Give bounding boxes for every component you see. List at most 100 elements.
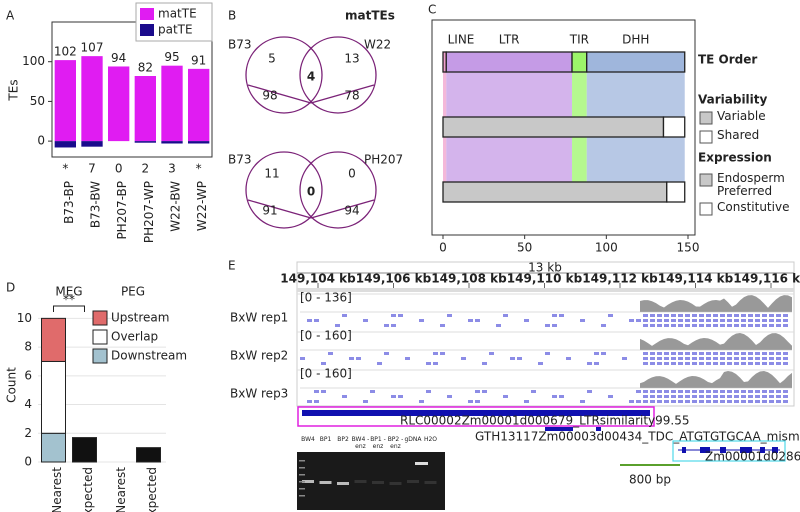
read (755, 319, 760, 322)
read (734, 400, 739, 403)
read (608, 395, 613, 398)
read (426, 390, 431, 393)
value-label: 107 (81, 41, 104, 55)
read (629, 319, 634, 322)
read (496, 324, 501, 327)
read (699, 400, 704, 403)
ruler-bar (297, 288, 794, 292)
read (601, 352, 606, 355)
read (643, 314, 648, 317)
read (769, 324, 774, 327)
y-tick-label: 4 (24, 397, 32, 411)
read (314, 400, 319, 403)
read (734, 395, 739, 398)
read (734, 352, 739, 355)
read (678, 314, 683, 317)
feature (596, 427, 601, 431)
read (363, 319, 368, 322)
read (727, 362, 732, 365)
count: 4 (307, 70, 315, 84)
read (755, 314, 760, 317)
read (643, 324, 648, 327)
gene-label: Zm00001d028623_T001 (705, 450, 800, 464)
set-label: B73 (228, 38, 252, 52)
count: 0 (307, 185, 315, 199)
read (769, 352, 774, 355)
legend-swatch (140, 8, 154, 20)
read (391, 314, 396, 317)
x-tick-label: W22-BW (169, 181, 183, 232)
read (783, 319, 788, 322)
annotation: 0 (115, 162, 123, 176)
read (678, 352, 683, 355)
count: 94 (344, 204, 359, 218)
read (475, 319, 480, 322)
gel-band (407, 480, 419, 483)
read (699, 319, 704, 322)
read (419, 319, 424, 322)
read (699, 324, 704, 327)
track-name: BxW rep1 (230, 311, 288, 325)
read (643, 357, 648, 360)
read (685, 314, 690, 317)
legend-label: Downstream (111, 349, 187, 363)
value-label: 82 (138, 61, 153, 75)
gel-band (302, 480, 314, 483)
read (671, 319, 676, 322)
range-label: [0 - 160] (300, 367, 352, 381)
read (748, 395, 753, 398)
y-tick-label: 10 (17, 311, 32, 325)
legend-heading: TE Order (698, 53, 757, 67)
read (685, 324, 690, 327)
read (734, 314, 739, 317)
read (713, 362, 718, 365)
read (678, 400, 683, 403)
read (636, 400, 641, 403)
read (706, 395, 711, 398)
significance-bracket (53, 305, 85, 312)
read (552, 395, 557, 398)
legend-label: Overlap (111, 330, 158, 344)
x-tick-label: Nearest (114, 467, 128, 512)
read (587, 390, 592, 393)
segment (445, 51, 573, 73)
venn-circle (245, 36, 323, 114)
read (776, 324, 781, 327)
read (643, 362, 648, 365)
read (776, 319, 781, 322)
legend-swatch (140, 24, 154, 36)
read (741, 395, 746, 398)
x-tick-label: Nearest (50, 467, 64, 512)
venn-circle (299, 151, 377, 229)
read (643, 395, 648, 398)
legend-swatch (699, 173, 713, 187)
gel-ladder (299, 460, 305, 462)
read (720, 357, 725, 360)
read (727, 319, 732, 322)
read (776, 395, 781, 398)
read (671, 362, 676, 365)
read (727, 314, 732, 317)
read (769, 395, 774, 398)
gel-ladder (299, 467, 305, 469)
read (734, 357, 739, 360)
gel-ladder (299, 495, 305, 497)
read (447, 314, 452, 317)
read (335, 324, 340, 327)
gel-band (354, 480, 367, 483)
venn-divider (247, 84, 312, 104)
read (650, 314, 655, 317)
read (664, 362, 669, 365)
read (699, 357, 704, 360)
read (755, 400, 760, 403)
read (748, 357, 753, 360)
read (692, 352, 697, 355)
read (391, 395, 396, 398)
y-tick-label: 8 (24, 340, 32, 354)
gel-ladder (299, 474, 305, 476)
read (538, 362, 543, 365)
legend-swatch (92, 329, 108, 345)
read (685, 400, 690, 403)
read (314, 319, 319, 322)
read (657, 395, 662, 398)
